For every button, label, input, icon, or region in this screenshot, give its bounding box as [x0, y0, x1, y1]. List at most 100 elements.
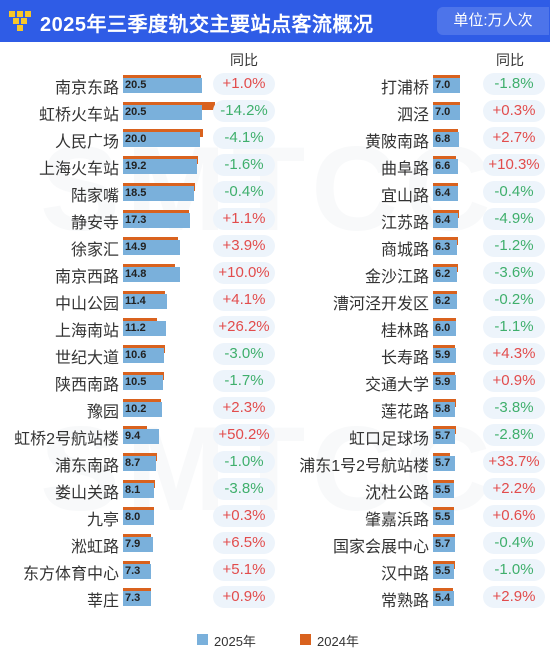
bar-2025	[433, 564, 455, 579]
category-label: 东方体育中心	[22, 566, 119, 583]
bar-2025	[123, 267, 180, 282]
category-label: 九亭	[86, 512, 119, 529]
category-label: 泗泾	[396, 107, 429, 124]
yoy-label: -0.4%	[213, 181, 275, 203]
data-label-2025: 5.7	[435, 457, 451, 469]
yoy-label: +0.6%	[483, 505, 545, 527]
bar-2025	[433, 159, 459, 174]
yoy-label: +5.1%	[213, 559, 275, 581]
data-label-2025: 5.5	[435, 565, 451, 577]
bar-2025	[123, 186, 195, 201]
category-label: 商城路	[380, 242, 429, 259]
yoy-label: -14.2%	[213, 100, 275, 122]
bar-2025	[433, 105, 460, 120]
category-label: 南京东路	[54, 80, 119, 97]
data-label-2025: 19.2	[125, 160, 147, 172]
bar-2025	[433, 78, 460, 93]
bar-2025	[123, 159, 197, 174]
yoy-label: +10.0%	[213, 262, 275, 284]
category-label: 浦东南路	[54, 458, 119, 475]
yoy-label: -0.4%	[483, 532, 545, 554]
data-label-2025: 8.1	[125, 484, 141, 496]
category-label: 沈杜公路	[364, 485, 429, 502]
bar-2025	[123, 78, 202, 93]
data-label-2025: 7.0	[435, 79, 451, 91]
data-label-2025: 14.8	[125, 268, 147, 280]
data-label-2025: 14.9	[125, 241, 147, 253]
bar-2025	[433, 213, 458, 228]
yoy-label: -4.9%	[483, 208, 545, 230]
category-label: 交通大学	[364, 377, 429, 394]
bar-2025	[433, 429, 455, 444]
bar-2025	[123, 591, 152, 606]
legend-swatch-2024	[300, 634, 311, 645]
category-label: 宜山路	[380, 188, 429, 205]
data-label-2025: 5.7	[435, 430, 451, 442]
category-label: 淞虹路	[70, 539, 119, 556]
category-label: 肇嘉浜路	[364, 512, 429, 529]
bar-2025	[433, 321, 457, 336]
yoy-label: -1.8%	[483, 73, 545, 95]
data-label-2025: 17.3	[125, 214, 147, 226]
yoy-label: +1.0%	[213, 73, 275, 95]
yoy-label: +0.3%	[483, 100, 545, 122]
yoy-label: -2.8%	[483, 424, 545, 446]
yoy-label: +33.7%	[483, 451, 545, 473]
category-label: 中山公园	[54, 296, 119, 313]
bar-2025	[433, 537, 455, 552]
data-label-2025: 11.2	[125, 322, 146, 334]
bar-2025	[123, 429, 160, 444]
data-label-2025: 20.5	[125, 79, 147, 91]
bar-2025	[433, 456, 455, 471]
category-label: 莲花路	[380, 404, 429, 421]
category-label: 徐家汇	[70, 242, 119, 259]
yoy-label: -0.4%	[483, 181, 545, 203]
logo-icon	[9, 11, 31, 31]
yoy-label: -1.1%	[483, 316, 545, 338]
legend-label-2024: 2024年	[317, 634, 359, 649]
yoy-label: +3.9%	[213, 235, 275, 257]
data-label-2025: 5.5	[435, 484, 451, 496]
bar-2025	[433, 186, 458, 201]
data-label-2025: 7.3	[125, 565, 141, 577]
bar-2025	[123, 375, 164, 390]
category-label: 上海火车站	[38, 161, 119, 178]
category-label: 黄陂南路	[364, 134, 429, 151]
yoy-column-header: 同比	[496, 52, 524, 68]
yoy-label: -0.2%	[483, 289, 545, 311]
bar-2025	[123, 456, 157, 471]
bar-2025	[433, 402, 456, 417]
yoy-label: +2.2%	[483, 478, 545, 500]
data-label-2025: 18.5	[125, 187, 147, 199]
category-label: 上海南站	[54, 323, 119, 340]
data-label-2025: 11.4	[125, 295, 146, 307]
yoy-label: -4.1%	[213, 127, 275, 149]
category-label: 漕河泾开发区	[332, 296, 429, 313]
yoy-label: +4.3%	[483, 343, 545, 365]
data-label-2025: 8.7	[125, 457, 141, 469]
bar-2025	[123, 240, 181, 255]
category-label: 陆家嘴	[70, 188, 119, 205]
bar-2025	[433, 483, 455, 498]
yoy-label: -1.0%	[483, 559, 545, 581]
data-label-2025: 6.0	[435, 322, 451, 334]
bar-2025	[433, 267, 457, 282]
yoy-label: -1.7%	[213, 370, 275, 392]
category-label: 曲阜路	[380, 161, 429, 178]
yoy-label: -1.6%	[213, 154, 275, 176]
bar-2025	[123, 132, 200, 147]
bar-2025	[433, 348, 456, 363]
data-label-2025: 6.8	[435, 133, 451, 145]
category-label: 国家会展中心	[332, 539, 429, 556]
yoy-label: -1.2%	[483, 235, 545, 257]
data-label-2025: 6.2	[435, 268, 451, 280]
data-label-2025: 5.8	[435, 403, 451, 415]
data-label-2025: 5.4	[435, 592, 451, 604]
yoy-label: +50.2%	[213, 424, 275, 446]
bar-2025	[433, 591, 454, 606]
bar-2025	[123, 510, 154, 525]
yoy-label: +0.9%	[483, 370, 545, 392]
data-label-2025: 5.9	[435, 376, 451, 388]
bar-2025	[123, 402, 163, 417]
